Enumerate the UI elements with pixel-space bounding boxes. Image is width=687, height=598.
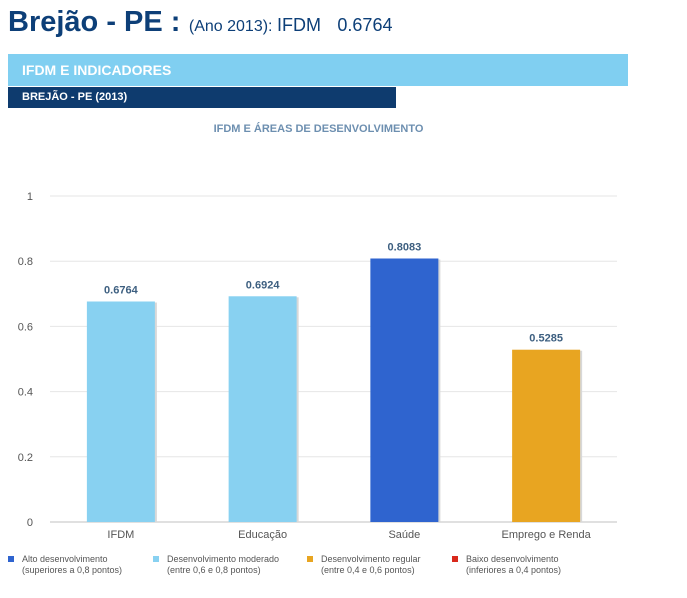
data-label: 0.6924 bbox=[246, 279, 281, 291]
bar bbox=[370, 258, 439, 522]
legend-range: (entre 0,6 e 0,8 pontos) bbox=[167, 565, 261, 575]
x-tick-label: Saúde bbox=[388, 529, 420, 541]
legend-swatch bbox=[452, 556, 458, 562]
city-name: Brejão - PE : bbox=[8, 6, 181, 38]
ifdm-value: 0.6764 bbox=[337, 15, 393, 35]
y-tick-label: 0 bbox=[27, 517, 33, 529]
data-label: 0.8083 bbox=[388, 241, 422, 253]
legend-label: Baixo desenvolvimento bbox=[466, 554, 559, 564]
x-axis: IFDM Educação Saúde Emprego e Renda bbox=[107, 529, 591, 541]
section-subheader: BREJÃO - PE (2013) bbox=[8, 87, 396, 108]
page-title: Brejão - PE : (Ano 2013): IFDM 0.6764 bbox=[8, 4, 392, 45]
bar bbox=[86, 301, 155, 522]
legend-swatch bbox=[153, 556, 159, 562]
legend-label: Desenvolvimento moderado bbox=[167, 554, 280, 564]
bars bbox=[86, 258, 583, 522]
x-tick-label: Emprego e Renda bbox=[501, 529, 591, 541]
chart-title: IFDM E ÁREAS DE DESENVOLVIMENTO bbox=[213, 123, 424, 135]
section-header: IFDM E INDICADORES bbox=[8, 54, 628, 86]
y-tick-label: 0.2 bbox=[18, 452, 33, 464]
legend-label: Alto desenvolvimento bbox=[22, 554, 108, 564]
legend-label: Desenvolvimento regular bbox=[321, 554, 421, 564]
y-axis: 0 0.2 0.4 0.6 0.8 1 bbox=[18, 191, 33, 529]
legend-range: (inferiores a 0,4 pontos) bbox=[466, 565, 562, 575]
y-tick-label: 0.6 bbox=[18, 321, 33, 333]
ifdm-label: IFDM bbox=[276, 15, 321, 35]
data-labels: 0.6764 0.6924 0.8083 0.5285 bbox=[104, 241, 563, 344]
bar bbox=[228, 296, 297, 522]
data-label: 0.6764 bbox=[104, 284, 139, 296]
y-tick-label: 0.4 bbox=[18, 387, 33, 399]
legend-swatch bbox=[307, 556, 313, 562]
y-tick-label: 1 bbox=[27, 191, 33, 203]
x-tick-label: IFDM bbox=[107, 529, 134, 541]
legend-range: (superiores a 0,8 pontos) bbox=[22, 565, 123, 575]
legend: Alto desenvolvimento (superiores a 0,8 p… bbox=[8, 554, 628, 584]
legend-range: (entre 0,4 e 0,6 pontos) bbox=[321, 565, 415, 575]
year-label: (Ano 2013): bbox=[188, 18, 273, 35]
bar bbox=[512, 349, 581, 522]
legend-swatch bbox=[8, 556, 14, 562]
y-tick-label: 0.8 bbox=[18, 256, 33, 268]
data-label: 0.5285 bbox=[529, 333, 563, 345]
x-tick-label: Educação bbox=[238, 529, 287, 541]
